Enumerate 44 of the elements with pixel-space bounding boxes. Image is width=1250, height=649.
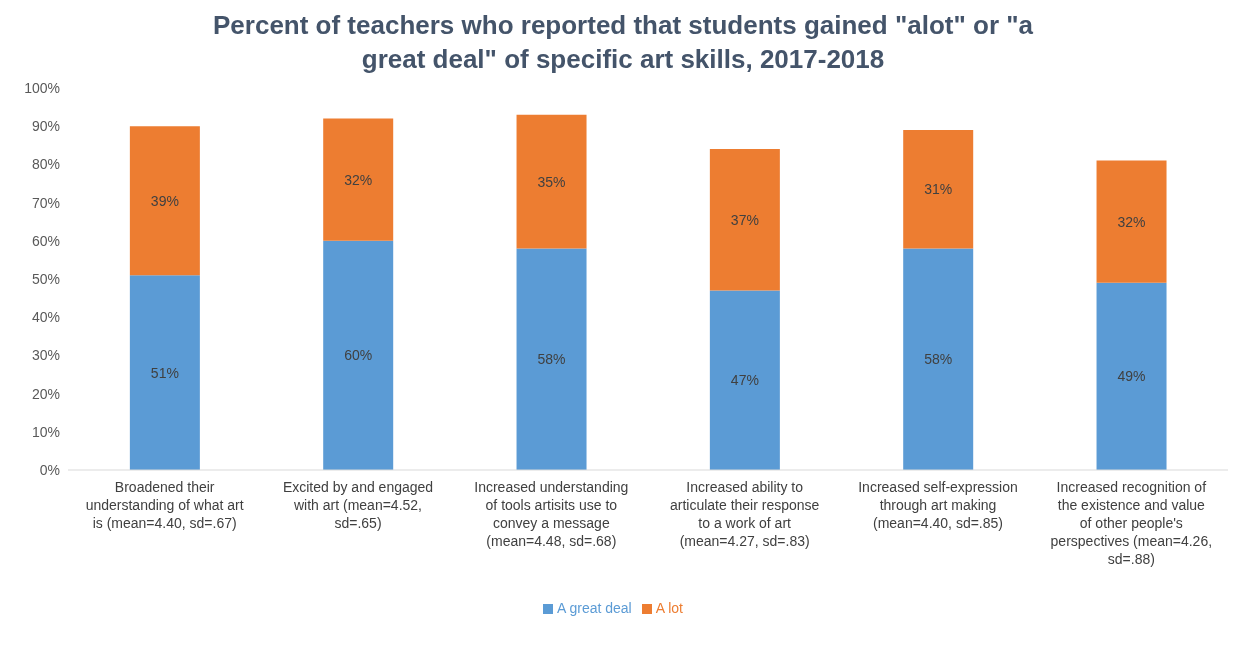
y-tick-label: 0% (39, 461, 60, 478)
y-tick-label: 50% (31, 270, 60, 287)
y-tick-label: 30% (31, 347, 60, 364)
data-label: 35% (537, 173, 566, 190)
y-tick-label: 100% (24, 79, 60, 96)
bar (516, 114, 587, 249)
x-tick-label: Increased self-expression through art making (mean=4.40, sd=.85) (858, 479, 1018, 531)
bar (1096, 160, 1167, 283)
data-label: 58% (924, 351, 953, 368)
bar (903, 130, 974, 249)
x-tick-label: Increased understanding of tools artisits use to convey a message (mean=4.48, sd=.68) (474, 479, 629, 549)
x-tick-label: Broadened their understanding of what art is (mean=4.40, sd=.67) (85, 479, 244, 531)
data-label: 47% (730, 372, 759, 389)
bar (1096, 282, 1167, 470)
data-label: 51% (150, 364, 179, 381)
y-tick-label: 80% (31, 156, 60, 173)
bar (323, 118, 394, 241)
bar (323, 240, 394, 470)
chart-title: Percent of teachers who reported that students gained "alot" or "a great deal" of specific art skills, 2017-2018 (213, 9, 1034, 76)
y-tick-label: 10% (31, 423, 60, 440)
bar (709, 290, 780, 470)
legend-label: A great deal (557, 600, 632, 616)
y-tick-label: 90% (31, 118, 60, 135)
legend-label: A lot (655, 600, 683, 616)
data-label: 60% (344, 347, 373, 364)
data-label: 37% (730, 211, 759, 228)
bar (516, 248, 587, 470)
bar (903, 248, 974, 470)
y-tick-label: 20% (31, 385, 60, 402)
bar (129, 126, 200, 276)
data-label: 32% (1117, 213, 1146, 230)
data-label: 49% (1117, 368, 1146, 385)
bar (709, 149, 780, 291)
data-label: 58% (537, 351, 566, 368)
bar (129, 275, 200, 470)
data-label: 31% (924, 181, 953, 198)
data-label: 39% (150, 192, 179, 209)
y-tick-label: 70% (31, 194, 60, 211)
x-tick-label: Increased recognition of the existence and value of other people's perspectives (mean=4.26, sd=.88) (1050, 479, 1213, 567)
data-label: 32% (344, 171, 373, 188)
x-tick-label: Increased ability to articulate their response to a work of art (mean=4.27, sd=.83) (669, 479, 820, 549)
y-tick-label: 60% (31, 232, 60, 249)
x-tick-label: Excited by and engaged with art (mean=4.52, sd=.65) (282, 479, 434, 531)
y-tick-label: 40% (31, 309, 60, 326)
